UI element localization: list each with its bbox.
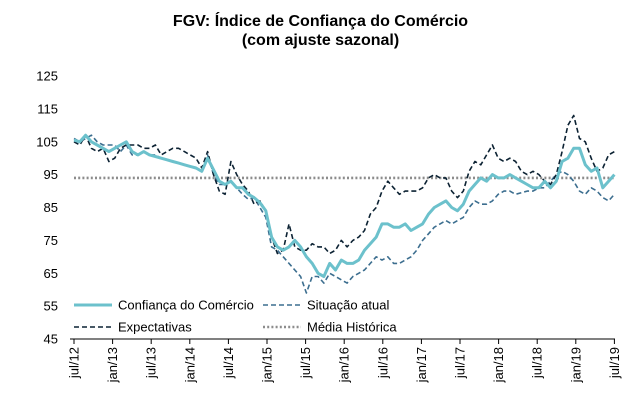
y-tick-label: 85 xyxy=(44,200,58,215)
chart-subtitle: (com ajuste sazonal) xyxy=(241,32,400,49)
x-tick-label: jan/19 xyxy=(568,347,583,383)
x-tick-label: jul/12 xyxy=(67,347,82,379)
chart-title: FGV: Índice de Confiança do Comércio xyxy=(172,13,469,30)
series-line-expectativas xyxy=(73,114,615,255)
axes: 45 55 65 75 85 95 105 115 125 jul/12 jan/13 jul/13 j… xyxy=(36,69,622,384)
y-tick-label: 45 xyxy=(44,332,58,347)
legend-label-situacao: Situação atual xyxy=(307,298,390,313)
x-tick-label: jul/19 xyxy=(607,347,622,379)
y-tick-label: 115 xyxy=(37,101,58,116)
y-tick-label: 55 xyxy=(44,299,58,314)
x-tick-label: jan/18 xyxy=(491,347,506,383)
x-tick-label: jul/15 xyxy=(298,347,313,379)
x-tick-label: jan/17 xyxy=(414,347,429,383)
legend-label-confianca: Confiança do Comércio xyxy=(118,298,254,313)
y-tick-label: 95 xyxy=(44,167,58,182)
x-tick-label: jan/15 xyxy=(260,347,275,383)
x-tick-label: jul/18 xyxy=(530,347,545,379)
x-tick-label: jul/14 xyxy=(221,347,236,379)
x-tick-label: jan/14 xyxy=(182,347,197,383)
series-line-situacao xyxy=(73,134,616,294)
x-tick-label: jul/16 xyxy=(375,347,390,379)
y-tick-label: 125 xyxy=(36,69,58,84)
legend-label-expectativas: Expectativas xyxy=(118,320,192,335)
y-tick-label: 75 xyxy=(44,233,58,248)
x-tick-label: jul/17 xyxy=(453,347,468,379)
x-tick-label: jan/13 xyxy=(105,347,120,383)
x-tick-label: jul/13 xyxy=(144,347,159,379)
legend: Confiança do Comércio Situação atual Exp… xyxy=(74,298,397,335)
legend-label-media: Média Histórica xyxy=(307,320,397,335)
plot-area xyxy=(73,114,616,294)
y-tick-label: 105 xyxy=(36,134,58,149)
series-line-confianca xyxy=(73,133,616,278)
x-tick-label: jan/16 xyxy=(337,347,352,383)
y-tick-label: 65 xyxy=(44,266,58,281)
